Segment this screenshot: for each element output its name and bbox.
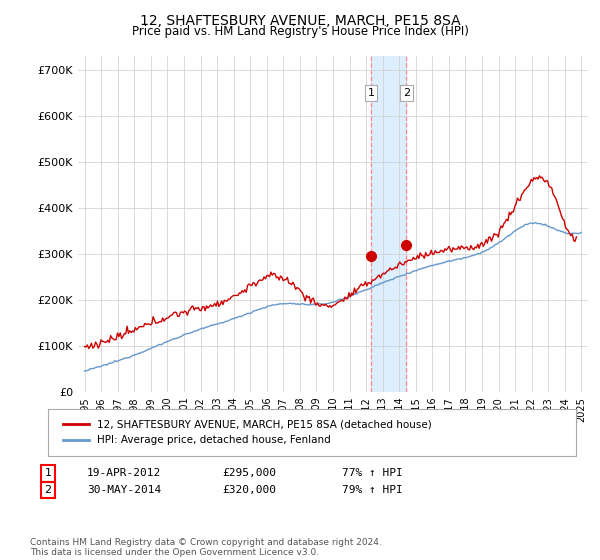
Text: 77% ↑ HPI: 77% ↑ HPI — [342, 468, 403, 478]
Bar — [371, 56, 406, 392]
Text: 12, SHAFTESBURY AVENUE, MARCH, PE15 8SA: 12, SHAFTESBURY AVENUE, MARCH, PE15 8SA — [140, 14, 460, 28]
Text: 2: 2 — [403, 88, 410, 98]
Text: 79% ↑ HPI: 79% ↑ HPI — [342, 485, 403, 495]
Text: Contains HM Land Registry data © Crown copyright and database right 2024.
This d: Contains HM Land Registry data © Crown c… — [30, 538, 382, 557]
Text: 30-MAY-2014: 30-MAY-2014 — [87, 485, 161, 495]
Text: 2: 2 — [44, 485, 52, 495]
Text: 19-APR-2012: 19-APR-2012 — [87, 468, 161, 478]
Legend: 12, SHAFTESBURY AVENUE, MARCH, PE15 8SA (detached house), HPI: Average price, de: 12, SHAFTESBURY AVENUE, MARCH, PE15 8SA … — [58, 416, 436, 449]
Text: 1: 1 — [368, 88, 374, 98]
Text: £295,000: £295,000 — [222, 468, 276, 478]
Text: £320,000: £320,000 — [222, 485, 276, 495]
Text: 1: 1 — [44, 468, 52, 478]
Text: Price paid vs. HM Land Registry's House Price Index (HPI): Price paid vs. HM Land Registry's House … — [131, 25, 469, 38]
